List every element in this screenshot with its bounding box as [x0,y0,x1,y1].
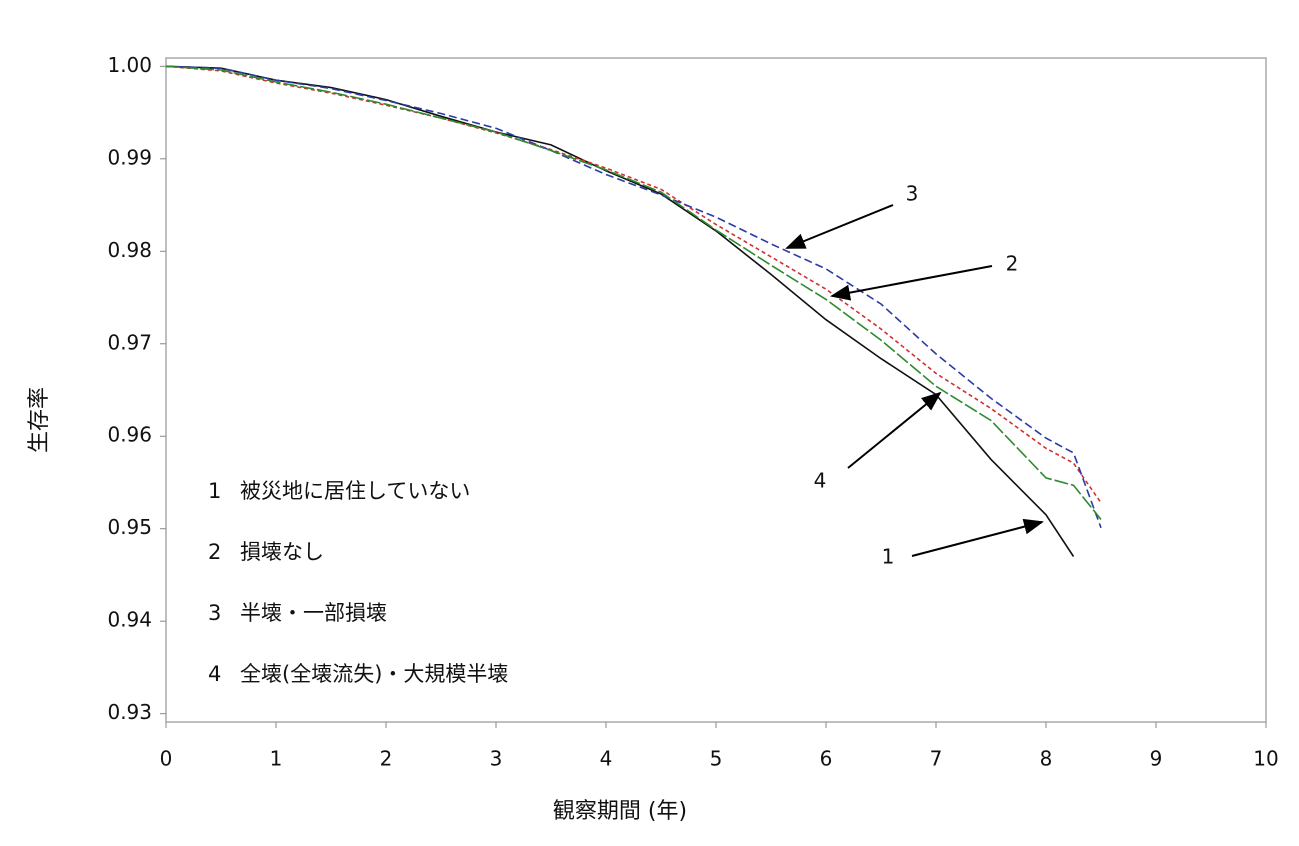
annotation-label: 2 [1006,252,1019,276]
x-tick-label: 6 [820,747,833,771]
legend-id: 1 [208,479,221,503]
y-tick-label: 0.93 [107,700,152,724]
legend-label: 全壊(全壊流失)・大規模半壊 [240,662,508,686]
x-tick-label: 8 [1040,747,1053,771]
y-tick-label: 0.99 [107,145,152,169]
x-tick-label: 10 [1253,747,1278,771]
annotation-arrow [785,204,894,249]
legend-id: 2 [208,540,221,564]
x-tick-label: 7 [930,747,943,771]
y-tick-label: 0.94 [107,608,152,632]
x-tick-label: 1 [270,747,283,771]
legend-label: 半壊・一部損壊 [240,601,387,625]
y-axis-title: 生存率 [27,387,52,453]
survival-line [165,65,1102,529]
y-tick-label: 0.96 [107,423,152,447]
annotation-arrow [830,265,993,301]
x-tick-label: 3 [490,747,503,771]
annotation-arrow [847,391,942,469]
legend-id: 4 [208,662,221,686]
x-tick-label: 0 [160,747,173,771]
legend-id: 3 [208,601,221,625]
x-tick-label: 9 [1150,747,1163,771]
annotation-arrow [911,518,1044,557]
y-tick-label: 0.98 [107,238,152,262]
x-tick-label: 4 [600,747,613,771]
annotation-label: 3 [906,182,919,206]
legend-label: 損壊なし [240,540,324,564]
x-axis-title: 観察期間 (年) [553,799,687,824]
annotation-label: 1 [882,545,895,569]
y-tick-label: 1.00 [107,53,152,77]
survival-line [165,65,1102,521]
survival-line [165,65,1102,504]
y-tick-label: 0.95 [107,515,152,539]
x-tick-label: 5 [710,747,723,771]
annotation-label: 4 [814,469,827,493]
x-tick-label: 2 [380,747,393,771]
y-tick-label: 0.97 [107,330,152,354]
legend-label: 被災地に居住していない [240,479,470,503]
